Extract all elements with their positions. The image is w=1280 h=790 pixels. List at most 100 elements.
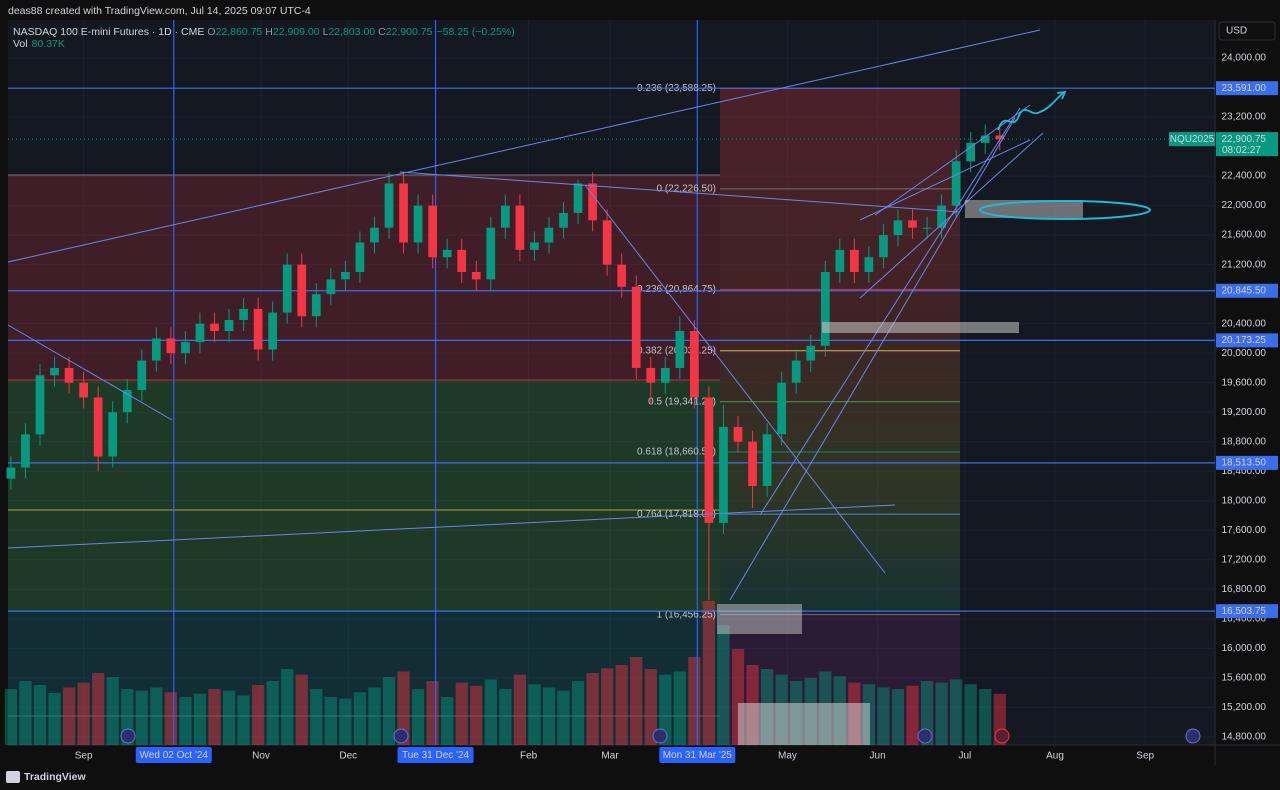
candle-body xyxy=(6,467,16,479)
volume-bar xyxy=(411,689,425,745)
candle-body xyxy=(428,205,437,258)
price-label-box xyxy=(1216,604,1278,619)
volume-bar xyxy=(513,674,526,745)
trend-line xyxy=(584,184,886,574)
volume-bar xyxy=(441,697,454,745)
candle-body xyxy=(122,390,132,413)
volume-bar xyxy=(542,687,556,745)
y-tick-label: 22,000.00 xyxy=(1222,200,1267,211)
fib-label: 0 (22,226.50) xyxy=(657,184,717,195)
drawings xyxy=(7,29,1151,745)
y-tick-label: 16,400.00 xyxy=(1222,613,1267,624)
volume-bar xyxy=(528,684,541,745)
date-label-box xyxy=(135,747,212,763)
candle-body xyxy=(341,271,350,280)
candle-body xyxy=(966,142,976,162)
y-tick-label: 21,600.00 xyxy=(1222,230,1267,241)
brand: TradingView xyxy=(24,771,86,783)
candle-body xyxy=(399,183,408,243)
trend-line xyxy=(7,504,896,549)
candle-body xyxy=(777,382,787,435)
y-tick-label: 16,800.00 xyxy=(1222,584,1267,595)
brand-logo xyxy=(6,771,20,783)
y-tick-label: 22,400.00 xyxy=(1222,171,1267,182)
volume-bar xyxy=(717,625,730,745)
x-tick-label: Sep xyxy=(1136,751,1154,762)
candle-body xyxy=(297,264,307,317)
candle-body xyxy=(544,227,554,243)
candle-body xyxy=(806,345,816,361)
candle-body xyxy=(326,279,336,295)
volume-bar xyxy=(295,674,308,745)
candle-body xyxy=(413,205,423,243)
last-price: 22,900.75 xyxy=(1222,134,1267,145)
trend-line xyxy=(729,117,1016,601)
candle-body xyxy=(384,183,394,228)
candle-body xyxy=(355,242,365,272)
zones xyxy=(8,88,960,745)
volume-bar xyxy=(702,601,716,745)
volume-bar xyxy=(281,669,294,745)
ohlc-key: H xyxy=(265,26,273,38)
ohlc-value: 22,900.75 xyxy=(386,26,433,38)
candle-body xyxy=(762,434,772,486)
candle-body xyxy=(646,367,656,383)
x-tick-label: May xyxy=(778,751,797,762)
volume-bar xyxy=(659,674,672,745)
candle-body xyxy=(719,426,728,523)
currency[interactable]: USD xyxy=(1226,26,1247,37)
candle-body xyxy=(602,220,612,265)
candle-body xyxy=(864,257,874,272)
price-label: 23,591.00 xyxy=(1222,83,1267,94)
candle-body xyxy=(471,271,481,280)
x-tick-label: Mar xyxy=(601,751,619,762)
currency-box[interactable] xyxy=(1218,21,1276,41)
candle-body xyxy=(515,205,525,250)
candle-body xyxy=(980,135,990,143)
date-label: Wed 02 Oct '24 xyxy=(140,750,209,761)
ticker: NQU2025 xyxy=(1170,134,1215,145)
price-label-box xyxy=(1216,81,1278,96)
price-label: 18,513.50 xyxy=(1222,457,1267,468)
volume-bar xyxy=(208,689,221,745)
volume-bar xyxy=(368,687,381,745)
x-tick-label: Feb xyxy=(520,751,538,762)
y-tick-label: 20,400.00 xyxy=(1222,318,1267,329)
countdown: 08:02:27 xyxy=(1222,145,1261,156)
volume-bar xyxy=(979,689,992,745)
y-tick-label: 15,600.00 xyxy=(1222,672,1267,683)
ticker-box xyxy=(1169,132,1215,147)
volume-bar xyxy=(615,665,628,745)
ohlc-key: C xyxy=(378,26,386,38)
trend-line xyxy=(874,104,1031,216)
candle-body xyxy=(239,308,248,320)
volume-bar xyxy=(164,692,177,745)
zone-fib xyxy=(720,88,960,612)
y-tick-label: 18,000.00 xyxy=(1222,495,1267,506)
date-label-box xyxy=(659,747,736,763)
candle-body xyxy=(79,382,88,398)
x-tick-label: Aug xyxy=(1046,751,1064,762)
candle-body xyxy=(820,271,830,346)
y-tick-label: 20,000.00 xyxy=(1222,348,1267,359)
fib-label: 0.764 (17,818.00) xyxy=(637,509,716,520)
candle-body xyxy=(108,412,118,457)
volume-bar xyxy=(950,679,963,745)
candle-body xyxy=(559,212,568,228)
ohlc-value: 22,909.00 xyxy=(273,26,320,38)
candle-body xyxy=(908,220,917,228)
date-label: Tue 31 Dec '24 xyxy=(402,750,470,761)
volume-bar xyxy=(310,689,323,745)
candle-body xyxy=(530,242,539,250)
candle-body xyxy=(268,312,278,350)
box xyxy=(717,604,802,634)
candle-body xyxy=(486,227,496,280)
candle-body xyxy=(617,264,627,287)
event-icon xyxy=(120,728,136,744)
ohlc-value: 22,860.75 xyxy=(216,26,263,38)
y-tick-label: 18,800.00 xyxy=(1222,436,1267,447)
volume-legend: Vol 80.37K xyxy=(13,38,65,50)
candle-body xyxy=(835,249,845,272)
candle-body xyxy=(995,135,1005,140)
box xyxy=(822,322,1019,333)
